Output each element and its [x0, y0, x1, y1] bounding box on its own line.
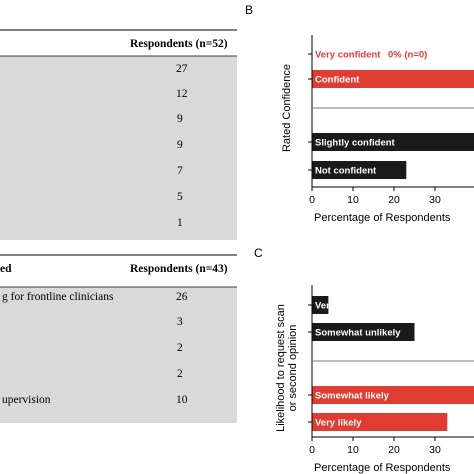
chart-panel-b: B Rated Confidence Percentage of Respond…: [245, 3, 474, 224]
table-bottom-row-label: g for frontline clinicians: [2, 291, 114, 303]
panel-b-x-axis-label: Percentage of Respondents: [314, 212, 451, 224]
panel-c-x-tick-label: 10: [347, 444, 359, 456]
table-bottom: ed Respondents (n=43) g for frontline cl…: [0, 254, 237, 423]
table-bottom-cell: 2: [177, 342, 183, 354]
panel-b-x-tick-label: 0: [309, 194, 315, 206]
table-bottom-header-right: Respondents (n=43): [130, 263, 228, 275]
panel-b-bar-label: Very confident: [315, 50, 381, 61]
table-top-header-right: Respondents (n=52): [130, 38, 228, 50]
panel-c-letter: C: [254, 246, 263, 260]
panel-c-bar: [312, 413, 448, 431]
panel-b-bar: [312, 70, 474, 88]
table-top-cell: 12: [176, 88, 188, 100]
panel-c-bar: [312, 296, 329, 314]
table-top-cell: 27: [176, 63, 188, 75]
panel-c-x-axis-label: Percentage of Respondents: [314, 462, 451, 474]
panel-c-bar-label: Very likely: [315, 418, 362, 429]
table-top: Respondents (n=52) 27 12 9 9 7 5 1: [0, 29, 237, 240]
table-top-cell: 1: [177, 217, 183, 229]
panel-b-letter: B: [245, 3, 253, 17]
panel-b-y-axis-label: Rated Confidence: [281, 64, 293, 152]
panel-b-x-tick-label: 20: [388, 194, 400, 206]
panel-b-x-tick-label: 10: [347, 194, 359, 206]
panel-b-annotation: 0% (n=0): [388, 50, 427, 61]
table-bottom-cell: 3: [177, 316, 183, 328]
panel-c-x-tick-label: 0: [309, 444, 315, 456]
panel-c-bar-label: Somewhat unlikely: [315, 328, 401, 339]
panel-b-x-tick-label: 30: [429, 194, 441, 206]
chart-panel-c: C Likelihood to request scan or second o…: [254, 246, 474, 474]
table-bottom-row-label: upervision: [2, 394, 51, 406]
panel-b-bar-label: Slightly confident: [315, 138, 396, 149]
table-bottom-cell: 26: [176, 291, 188, 303]
table-top-cell: 5: [177, 191, 183, 203]
table-bottom-header-left: ed: [0, 263, 12, 275]
panel-c-x-tick-label: 30: [429, 444, 441, 456]
panel-c-x-tick-label: 20: [388, 444, 400, 456]
table-top-body: [0, 56, 237, 240]
table-top-cell: 9: [177, 139, 183, 151]
panel-b-bar-label: Confident: [315, 75, 360, 86]
panel-c-y-axis-label-line: Likelihood to request scan: [275, 304, 287, 432]
panel-c-bar: [312, 323, 415, 341]
panel-c-y-axis-label-line: or second opinion: [287, 325, 299, 412]
panel-c-bar-label: Somewhat likely: [315, 391, 390, 402]
table-bottom-cell: 10: [176, 394, 188, 406]
table-top-cell: 9: [177, 113, 183, 125]
table-top-cell: 7: [177, 165, 183, 177]
table-bottom-body: [0, 287, 237, 423]
panel-c-bar: [312, 386, 474, 404]
panel-b-bar: [312, 161, 407, 179]
panel-c-bar-label: Very unlikely: [315, 301, 374, 312]
panel-b-bar: [312, 133, 474, 151]
table-bottom-cell: 2: [177, 368, 183, 380]
panel-b-bar-label: Not confident: [315, 166, 377, 177]
